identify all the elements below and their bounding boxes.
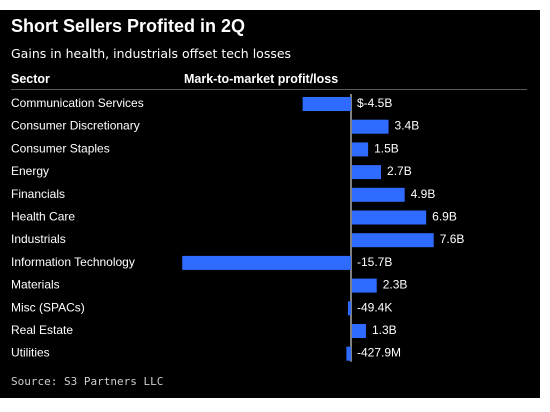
- data-label: 4.9B: [411, 187, 436, 201]
- chart-subtitle: Gains in health, industrials offset tech…: [11, 46, 292, 61]
- data-bar: [352, 233, 434, 248]
- header-divider: [11, 89, 527, 90]
- data-bar: [346, 346, 351, 361]
- data-label: -49.4K: [357, 300, 392, 314]
- category-label: Information Technology: [11, 255, 135, 269]
- data-label: 2.3B: [383, 278, 408, 292]
- data-bar: [302, 97, 351, 111]
- category-label: Industrials: [11, 232, 66, 246]
- data-label: 6.9B: [432, 210, 457, 224]
- data-label: 7.6B: [440, 232, 465, 246]
- value-column-header: Mark-to-market profit/loss: [184, 72, 339, 86]
- data-bar: [348, 301, 351, 316]
- data-bar: [352, 210, 427, 225]
- data-label: 2.7B: [387, 164, 412, 178]
- data-bar: [182, 255, 351, 270]
- data-label: 1.5B: [374, 141, 399, 155]
- category-label: Consumer Discretionary: [11, 119, 140, 133]
- data-bar: [352, 142, 369, 157]
- category-label: Materials: [11, 278, 60, 292]
- chart-panel: [0, 10, 540, 398]
- data-label: 1.3B: [372, 323, 397, 337]
- category-label: Financials: [11, 187, 65, 201]
- data-label: $-4.5B: [357, 96, 392, 110]
- data-bar: [352, 187, 405, 202]
- category-label: Health Care: [11, 210, 75, 224]
- data-label: -427.9M: [357, 346, 401, 360]
- source-note: Source: S3 Partners LLC: [11, 375, 164, 388]
- category-label: Communication Services: [11, 96, 144, 110]
- data-label: -15.7B: [357, 255, 392, 269]
- category-label: Misc (SPACs): [11, 300, 85, 314]
- data-bar: [352, 119, 389, 134]
- data-bar: [352, 324, 366, 338]
- category-label: Consumer Staples: [11, 141, 110, 155]
- category-label: Real Estate: [11, 323, 73, 337]
- data-bar: [352, 165, 382, 180]
- data-bar: [352, 278, 377, 293]
- data-label: 3.4B: [395, 119, 420, 133]
- category-label: Utilities: [11, 346, 50, 360]
- category-label: Energy: [11, 164, 49, 178]
- sector-column-header: Sector: [11, 72, 50, 86]
- chart-title: Short Sellers Profited in 2Q: [11, 16, 246, 36]
